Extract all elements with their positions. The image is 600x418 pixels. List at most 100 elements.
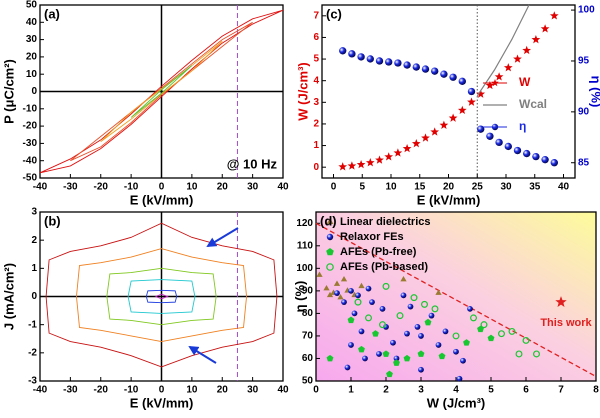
sphere-marker	[362, 355, 368, 362]
y-tick-label: 1	[313, 140, 319, 151]
sphere-marker	[467, 306, 473, 312]
sphere-marker	[376, 351, 382, 357]
x-tick-label: 6	[523, 385, 529, 396]
x-tick-label: 35	[529, 182, 541, 193]
y-tick-label: 0	[31, 291, 37, 302]
x-tick-label: -40	[33, 385, 48, 396]
x-tick-label: 10	[186, 385, 198, 396]
star-marker	[522, 45, 532, 55]
open-circle-marker	[379, 321, 386, 329]
loop	[130, 65, 193, 118]
star-marker	[384, 152, 394, 161]
triangle-marker	[333, 280, 341, 286]
star-marker	[347, 161, 357, 170]
x-tick-label: 5	[359, 182, 365, 193]
y-tick-label: 5	[313, 54, 319, 65]
star-marker	[365, 158, 375, 167]
loop	[145, 289, 178, 304]
triangle-marker	[400, 276, 407, 282]
star-marker	[448, 113, 458, 122]
y2-tick-label: 95	[578, 56, 590, 67]
star-marker	[375, 155, 384, 164]
y-tick-label: -40	[23, 155, 38, 166]
pentagon-marker	[358, 345, 365, 353]
x-tick-label: 2	[383, 385, 389, 396]
x-tick-label: 10	[385, 182, 397, 193]
pentagon-marker	[463, 339, 470, 346]
star-marker	[549, 11, 559, 20]
y-axis-title: J (mA/cm²)	[1, 263, 16, 330]
open-circle-marker	[515, 350, 523, 358]
x-tick-label: 30	[247, 182, 259, 193]
sphere-marker	[495, 138, 503, 147]
open-circle-marker	[522, 336, 530, 344]
legend-marker	[326, 233, 334, 241]
star-marker	[439, 120, 449, 129]
star-marker	[338, 162, 348, 171]
sphere-marker	[456, 375, 463, 382]
open-circle-marker	[470, 314, 477, 322]
x-axis-title: E (kV/mm)	[130, 395, 194, 410]
sphere-marker	[379, 306, 386, 312]
x-tick-label: 3	[418, 385, 424, 396]
y-tick-label: 50	[302, 376, 314, 387]
star-marker	[430, 127, 440, 136]
y-tick-label: -3	[28, 376, 37, 387]
sphere-marker	[428, 312, 435, 319]
y-tick-label: 3	[31, 207, 37, 218]
open-circle-marker	[354, 298, 362, 306]
x-axis-title: E (kV/mm)	[130, 192, 194, 207]
sphere-marker	[513, 146, 522, 155]
x-tick-label: 30	[247, 385, 259, 396]
sphere-marker	[348, 287, 354, 294]
y-axis-title: W (J/cm³)	[295, 62, 310, 121]
sphere-marker	[403, 61, 411, 69]
y-tick-label: 0	[31, 86, 37, 97]
y-tick-label: -50	[23, 173, 38, 184]
sphere-marker	[412, 63, 420, 71]
pentagon-marker	[438, 352, 446, 360]
sphere-marker	[339, 47, 347, 55]
sphere-marker	[532, 152, 540, 161]
y-tick-label: 1	[31, 263, 37, 274]
y-tick-label: 6	[313, 32, 319, 43]
open-circle-marker	[396, 312, 404, 320]
y-tick-label: 2	[31, 235, 37, 246]
pentagon-marker	[417, 350, 425, 357]
triangle-marker	[337, 294, 344, 300]
pentagon-marker	[393, 359, 400, 366]
sphere-marker	[442, 328, 449, 335]
x-tick-label: 25	[472, 182, 484, 193]
y-tick-label: 110	[297, 240, 314, 251]
x-tick-label: 8	[593, 385, 599, 396]
open-circle-marker	[410, 294, 418, 302]
y-tick-label: 20	[26, 52, 38, 63]
x-tick-label: 20	[217, 182, 229, 193]
y-tick-label: 7	[313, 10, 319, 21]
arrow	[206, 227, 239, 248]
y2-tick-label: 85	[578, 157, 590, 168]
x-tick-label: 4	[453, 385, 459, 396]
loop	[127, 279, 196, 314]
sphere-marker	[366, 55, 374, 63]
x-tick-label: 30	[500, 182, 512, 193]
pentagon-marker	[424, 318, 432, 326]
open-circle-marker	[452, 332, 460, 340]
loop	[155, 293, 169, 300]
arrow	[188, 345, 217, 364]
y-tick-label: 10	[26, 69, 38, 80]
sphere-marker	[435, 342, 442, 348]
sphere-marker	[414, 324, 421, 330]
star-marker	[421, 133, 430, 142]
star-marker	[494, 72, 504, 81]
sphere-marker	[504, 142, 512, 151]
x-tick-label: 40	[277, 385, 289, 396]
y-tick-label: 50	[26, 0, 38, 11]
y-tick-label: 3	[313, 97, 319, 108]
legend-label: AFEs (Pb-based)	[340, 261, 428, 273]
sphere-marker	[351, 310, 358, 317]
x-tick-label: 40	[277, 182, 289, 193]
open-circle-marker	[480, 321, 488, 329]
star-marker	[555, 296, 567, 307]
